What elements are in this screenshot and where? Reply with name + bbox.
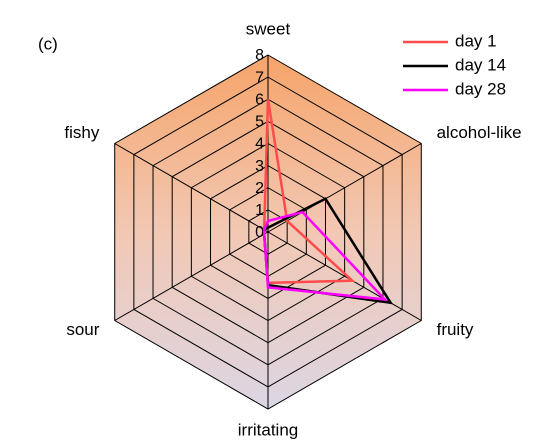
axis-spoke bbox=[114, 231, 269, 321]
r-tick-label: 3 bbox=[255, 158, 264, 175]
r-tick-label: 1 bbox=[255, 202, 264, 219]
category-label: sour bbox=[66, 320, 99, 339]
r-tick-label: 5 bbox=[255, 114, 264, 131]
legend-label: day 14 bbox=[455, 55, 506, 74]
panel-label: (c) bbox=[38, 34, 58, 53]
axis-spoke bbox=[267, 143, 422, 233]
series-line bbox=[262, 210, 389, 302]
r-tick-label: 0 bbox=[255, 224, 264, 241]
axis-spoke bbox=[114, 143, 269, 233]
category-label: fruity bbox=[437, 320, 474, 339]
legend-label: day 28 bbox=[455, 79, 506, 98]
category-label: alcohol-like bbox=[437, 123, 522, 142]
r-tick-label: 2 bbox=[255, 180, 264, 197]
r-tick-label: 4 bbox=[255, 136, 264, 153]
category-label: fishy bbox=[64, 123, 99, 142]
category-label: sweet bbox=[246, 19, 291, 38]
axis-spoke bbox=[267, 231, 422, 321]
category-label: irritating bbox=[238, 420, 298, 439]
legend-label: day 1 bbox=[455, 31, 497, 50]
r-tick-label: 6 bbox=[255, 91, 264, 108]
r-tick-label: 7 bbox=[255, 69, 264, 86]
r-tick-label: 8 bbox=[255, 47, 264, 64]
